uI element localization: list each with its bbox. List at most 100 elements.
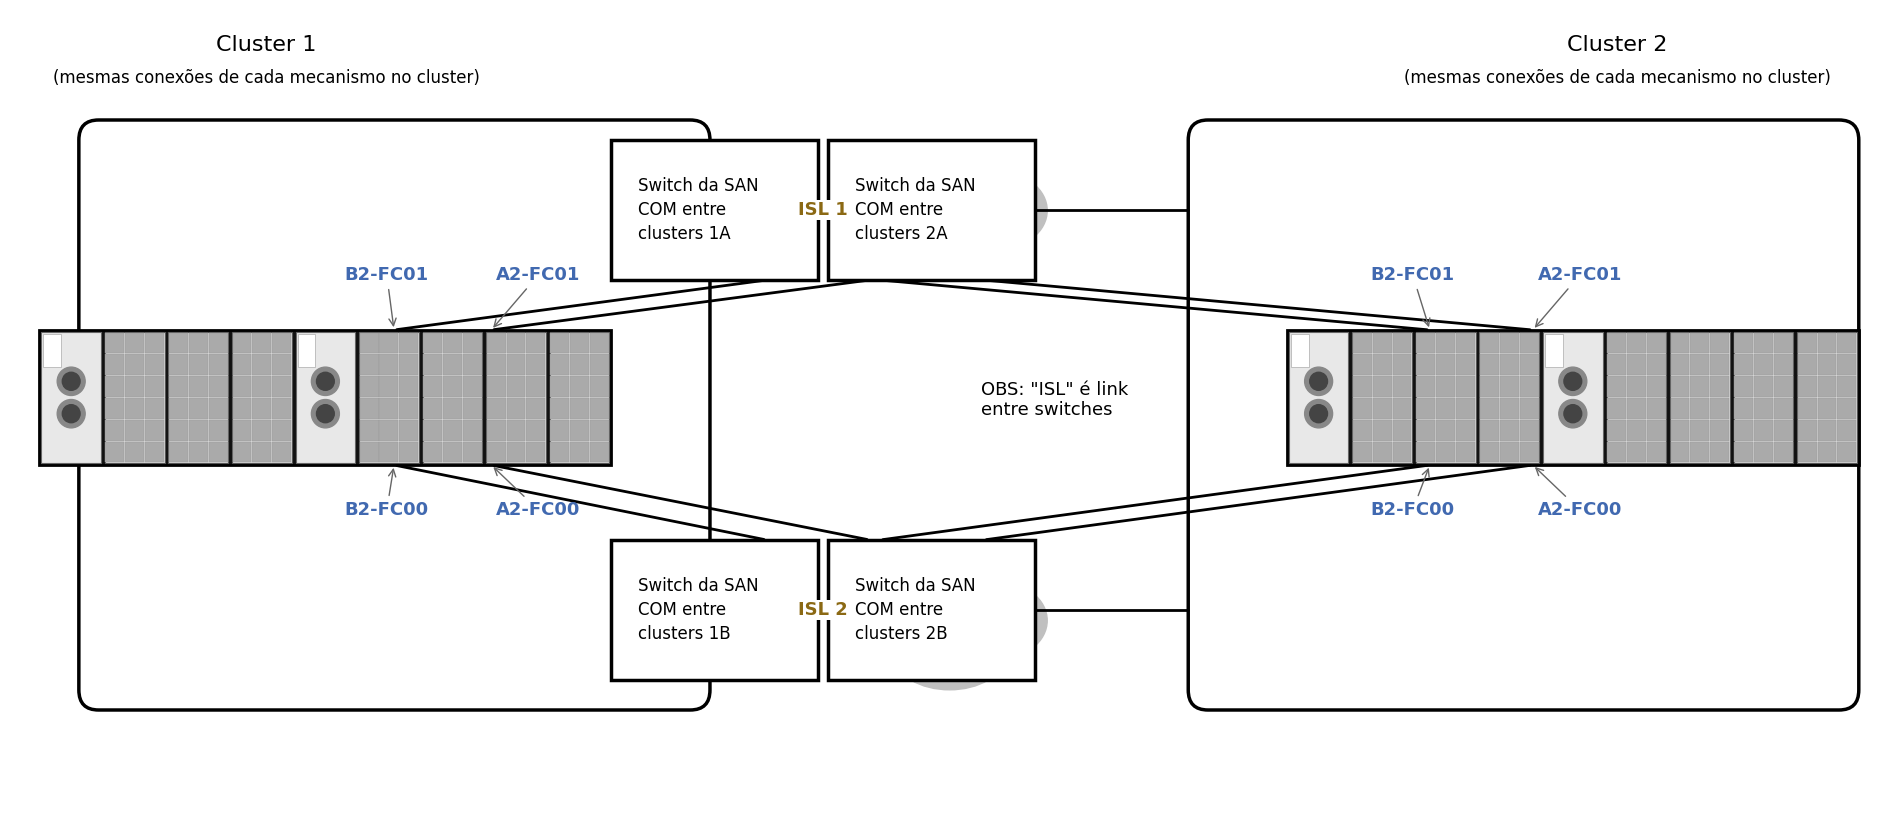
Ellipse shape — [891, 552, 1010, 635]
Bar — [106, 442, 125, 462]
Ellipse shape — [885, 203, 972, 273]
Bar — [1353, 354, 1372, 375]
Bar — [1627, 398, 1645, 418]
Bar — [272, 398, 291, 418]
Bar — [1647, 420, 1666, 441]
Bar — [591, 442, 610, 462]
Bar — [170, 442, 189, 462]
Bar — [551, 376, 570, 397]
Bar — [1710, 398, 1728, 418]
Text: A2-FC01: A2-FC01 — [1536, 266, 1623, 327]
Bar — [1734, 332, 1753, 353]
Bar — [1500, 442, 1519, 462]
Bar — [1817, 354, 1836, 375]
Bar — [1691, 376, 1710, 397]
Bar — [170, 420, 189, 441]
Bar — [1691, 332, 1710, 353]
Text: A2-FC01: A2-FC01 — [494, 266, 581, 327]
Bar — [1500, 354, 1519, 375]
Bar — [1627, 332, 1645, 353]
Bar — [253, 332, 272, 353]
Bar — [232, 332, 292, 463]
Bar — [1774, 376, 1793, 397]
Text: A2-FC00: A2-FC00 — [1536, 468, 1623, 519]
Text: (mesmas conexões de cada mecanismo no cluster): (mesmas conexões de cada mecanismo no cl… — [1404, 69, 1830, 87]
Bar — [360, 354, 379, 375]
Bar — [400, 332, 419, 353]
Text: B2-FC01: B2-FC01 — [345, 266, 428, 326]
Bar — [1647, 398, 1666, 418]
Bar — [272, 354, 291, 375]
Text: B2-FC01: B2-FC01 — [1370, 266, 1455, 326]
Bar — [570, 332, 589, 353]
Bar — [1545, 334, 1562, 366]
Bar — [570, 376, 589, 397]
Bar — [209, 442, 228, 462]
Bar — [1670, 354, 1689, 375]
Bar — [551, 420, 570, 441]
Bar — [189, 354, 208, 375]
Bar — [1798, 376, 1817, 397]
Bar — [1393, 332, 1411, 353]
Bar — [1544, 332, 1602, 463]
Bar — [145, 398, 164, 418]
Bar — [487, 420, 506, 441]
Bar — [1417, 332, 1436, 353]
Bar — [1670, 332, 1689, 353]
Bar — [1798, 332, 1817, 353]
Bar — [1796, 332, 1857, 463]
Bar — [43, 334, 60, 366]
Ellipse shape — [885, 613, 972, 683]
Bar — [443, 354, 462, 375]
Bar — [1393, 420, 1411, 441]
Bar — [1393, 376, 1411, 397]
Circle shape — [1304, 367, 1332, 395]
Bar — [400, 354, 419, 375]
Bar — [1670, 376, 1689, 397]
Bar — [1710, 420, 1728, 441]
Bar — [1436, 354, 1455, 375]
Bar — [462, 442, 481, 462]
Bar — [1415, 332, 1476, 463]
Bar — [1417, 376, 1436, 397]
Bar — [106, 332, 164, 463]
Ellipse shape — [891, 141, 1010, 225]
Bar — [232, 376, 251, 397]
Bar — [423, 332, 442, 353]
Bar — [1479, 376, 1498, 397]
Bar — [232, 398, 251, 418]
Bar — [1353, 332, 1372, 353]
Circle shape — [57, 367, 85, 395]
Bar — [487, 442, 506, 462]
Bar — [145, 420, 164, 441]
Bar — [570, 442, 589, 462]
Bar — [1627, 376, 1645, 397]
Bar — [1353, 420, 1372, 441]
Bar — [423, 398, 442, 418]
Bar — [1627, 354, 1645, 375]
Bar — [526, 420, 545, 441]
Circle shape — [1310, 404, 1328, 423]
Bar — [170, 398, 189, 418]
Bar — [443, 332, 462, 353]
Bar — [360, 420, 379, 441]
Bar — [443, 442, 462, 462]
Bar — [379, 354, 398, 375]
Bar — [1436, 332, 1455, 353]
Bar — [1479, 332, 1498, 353]
Bar — [1519, 354, 1538, 375]
Bar — [487, 398, 506, 418]
Bar — [1457, 354, 1476, 375]
Circle shape — [311, 399, 340, 428]
Bar — [1372, 376, 1391, 397]
Bar — [526, 376, 545, 397]
Bar — [1838, 420, 1857, 441]
Bar — [189, 332, 208, 353]
Bar — [828, 140, 1036, 280]
Bar — [145, 442, 164, 462]
Bar — [526, 332, 545, 353]
Text: ISL 2: ISL 2 — [798, 601, 849, 619]
Bar — [506, 332, 525, 353]
Bar — [360, 332, 379, 353]
Bar — [551, 354, 570, 375]
